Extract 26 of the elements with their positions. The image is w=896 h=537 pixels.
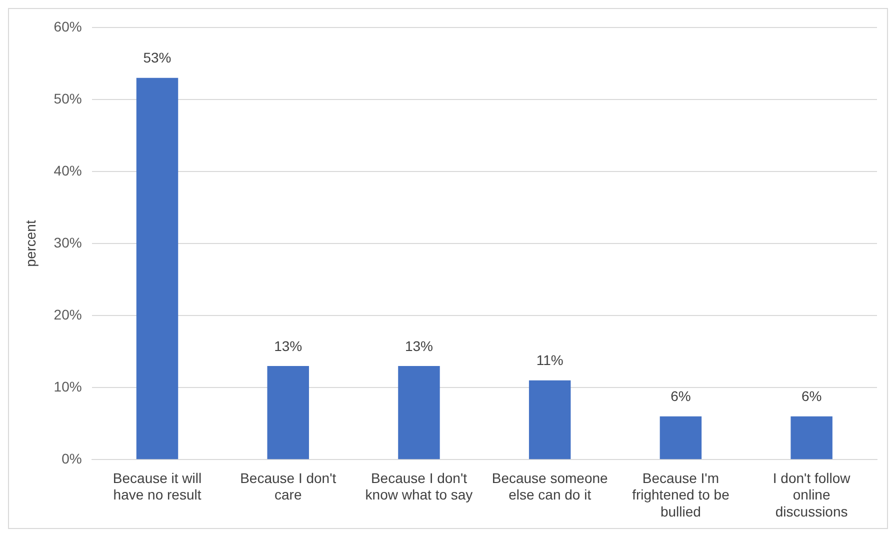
- data-label: 53%: [143, 50, 172, 66]
- x-tick-label: Because someone else can do it: [492, 470, 608, 503]
- bar: [790, 416, 832, 460]
- x-tick-label: Because it will have no result: [112, 470, 202, 503]
- y-tick-label: 60%: [54, 18, 82, 34]
- y-tick-label: 30%: [54, 234, 82, 250]
- data-label: 13%: [274, 338, 302, 354]
- bar: [136, 78, 178, 460]
- y-tick-label: 20%: [54, 306, 82, 322]
- data-label: 11%: [536, 352, 564, 368]
- x-tick-label: Because I don't know what to say: [365, 470, 473, 503]
- x-tick-label: Because I don't care: [240, 470, 336, 503]
- y-tick-label: 10%: [54, 378, 82, 394]
- x-tick-label: I don't follow online discussions: [772, 470, 852, 520]
- bar: [398, 366, 440, 460]
- data-label: 6%: [801, 388, 822, 404]
- bar: [660, 416, 702, 460]
- x-tick-label: Because I'm frightened to be bullied: [632, 470, 730, 520]
- data-label: 6%: [670, 388, 691, 404]
- y-tick-label: 50%: [54, 90, 82, 106]
- y-tick-label: 0%: [62, 450, 82, 466]
- y-tick-label: 40%: [54, 162, 82, 178]
- data-label: 13%: [404, 338, 433, 354]
- bar: [267, 366, 309, 460]
- bar: [528, 380, 571, 460]
- y-axis-title: percent: [22, 220, 38, 267]
